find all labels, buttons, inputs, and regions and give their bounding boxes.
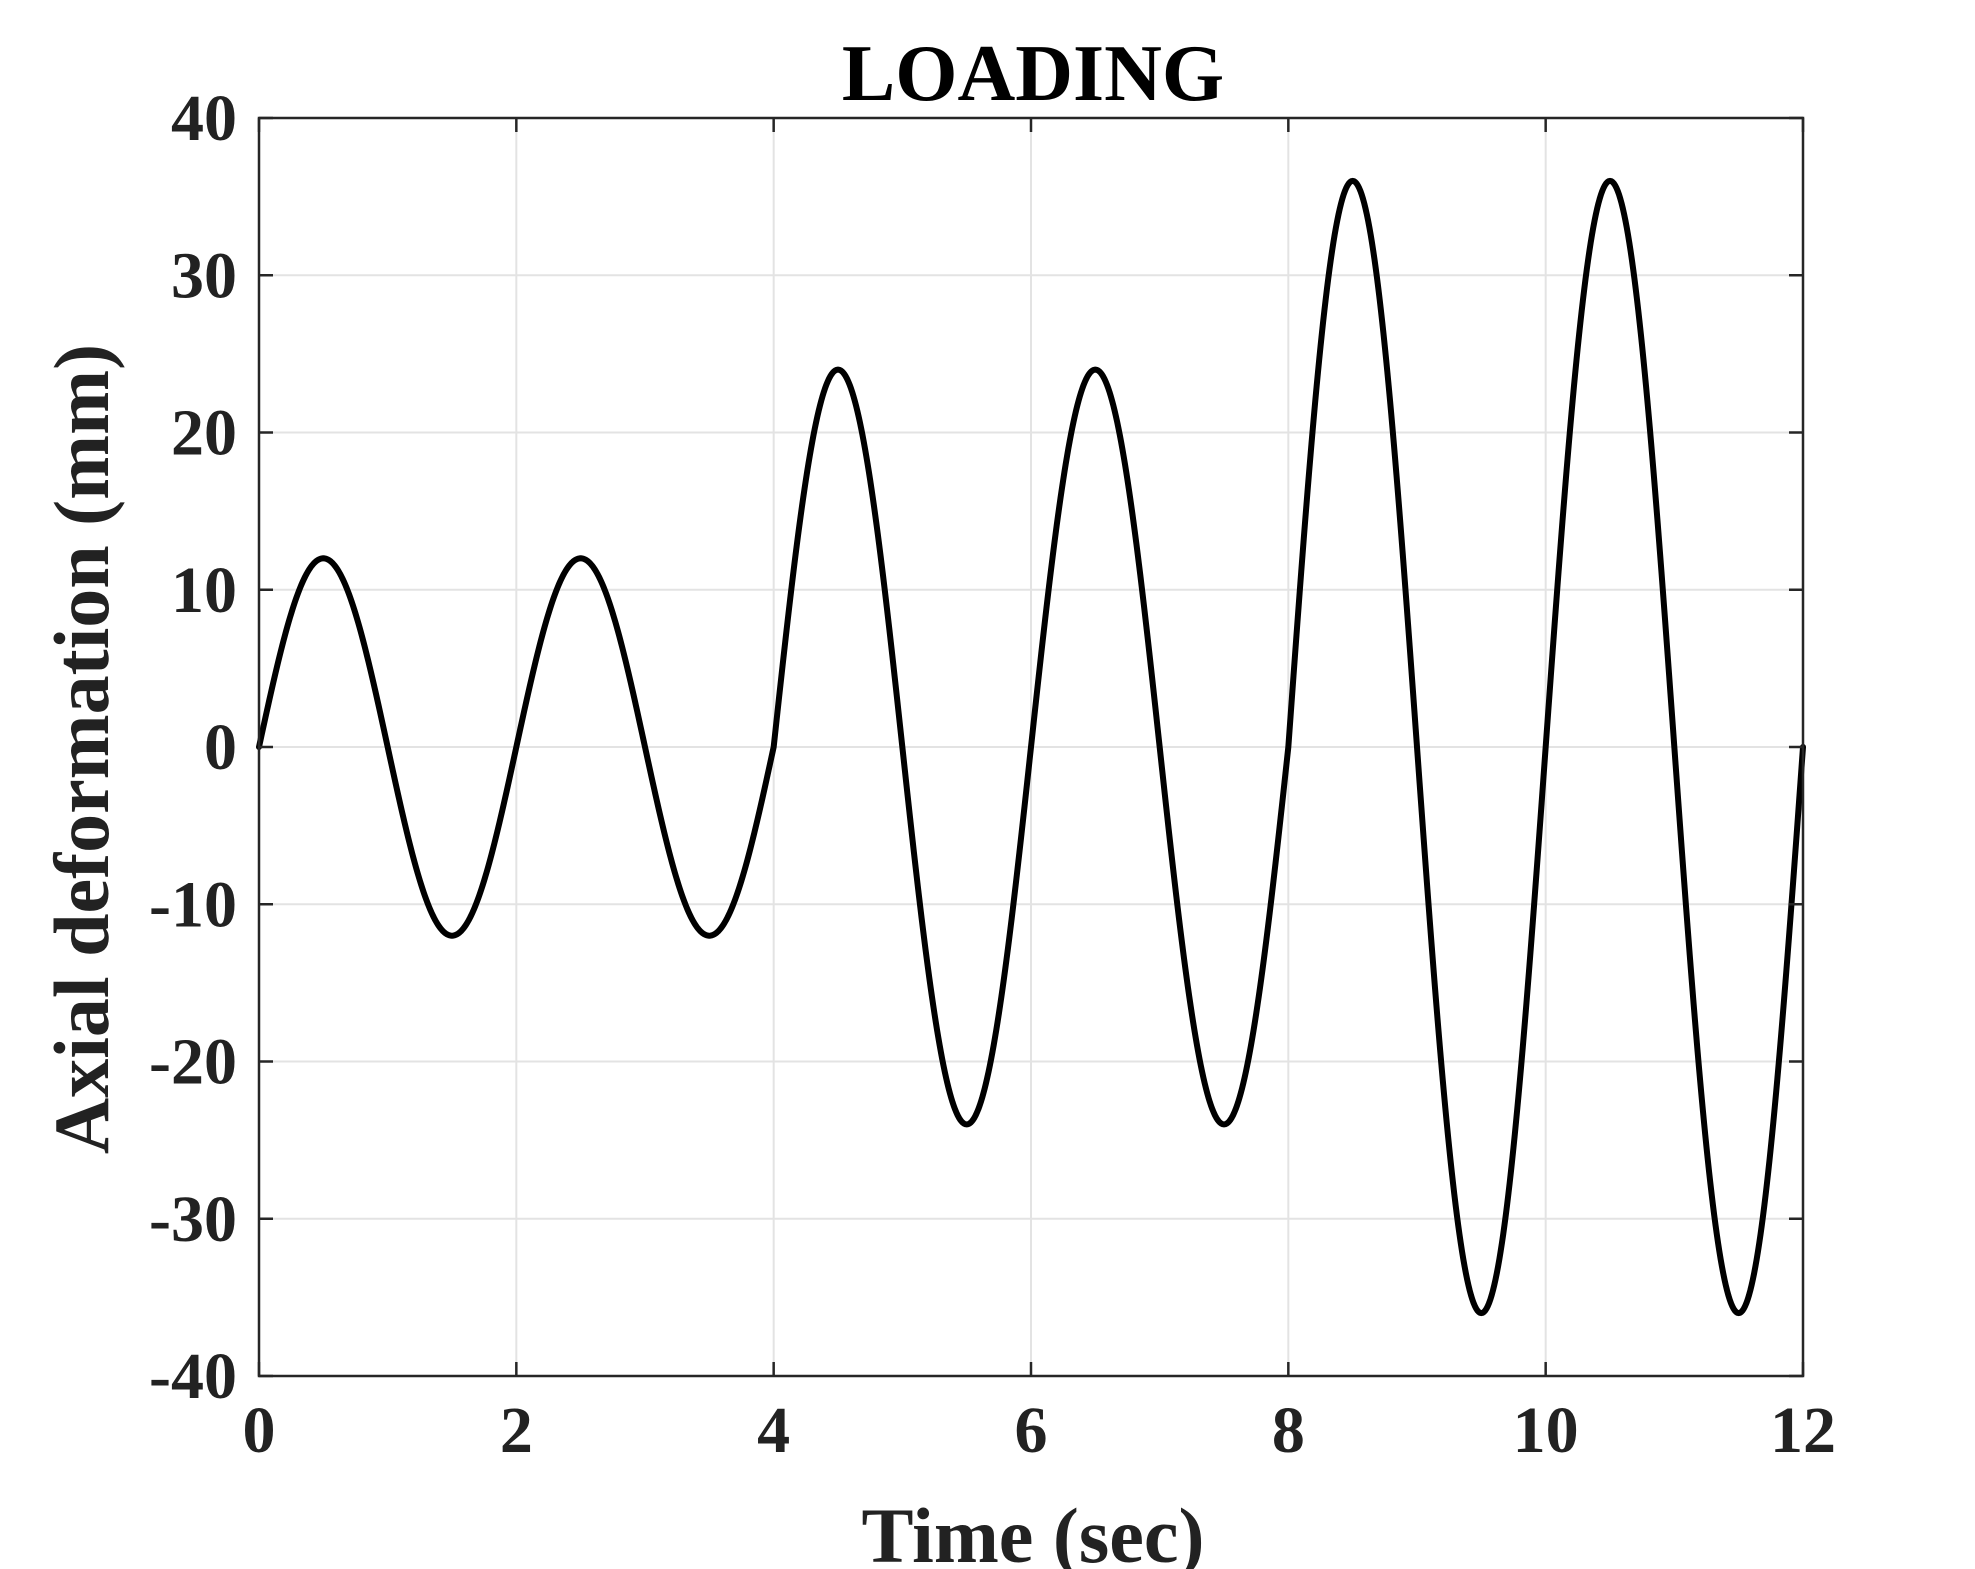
x-tick-label: 8 <box>1272 1394 1305 1467</box>
y-tick-label: 40 <box>171 82 237 155</box>
y-tick-label: -40 <box>149 1340 237 1413</box>
y-axis-label: Axial deformation (mm) <box>38 344 125 1154</box>
x-tick-label: 4 <box>757 1394 790 1467</box>
y-tick-label: -10 <box>149 868 237 941</box>
y-tick-label: -20 <box>149 1026 237 1099</box>
y-tick-label: 0 <box>204 711 237 784</box>
tick-labels: 0 2 4 6 8 10 12 -40 -30 -20 -10 0 10 20 30 40 <box>149 82 1836 1467</box>
x-tick-label: 10 <box>1513 1394 1579 1467</box>
x-tick-label: 12 <box>1770 1394 1836 1467</box>
x-axis-label: Time (sec) <box>862 1492 1205 1569</box>
x-tick-label: 0 <box>243 1394 276 1467</box>
y-tick-label: 20 <box>171 397 237 470</box>
series-line <box>256 177 1806 1317</box>
y-tick-label: 30 <box>171 239 237 312</box>
y-tick-label: -30 <box>149 1183 237 1256</box>
chart-title: LOADING <box>842 30 1224 118</box>
axes <box>257 116 1805 1378</box>
series-layer <box>256 177 1806 1317</box>
x-tick-label: 2 <box>500 1394 533 1467</box>
y-tick-label: 10 <box>171 554 237 627</box>
x-tick-label: 6 <box>1015 1394 1048 1467</box>
